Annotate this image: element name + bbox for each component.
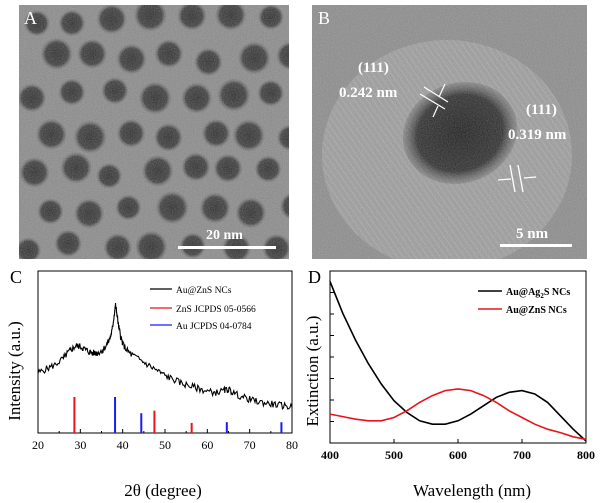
- scalebar-a: [178, 246, 276, 249]
- xrd-plot-frame: [37, 270, 293, 434]
- panel-label-a: A: [24, 8, 37, 28]
- fringe2-plane-label: (111): [526, 102, 557, 118]
- xrd-chart: C 20 30 40 50 60 70 80 Au@ZnS NCs ZnS JCPDS 05…: [5, 267, 298, 500]
- scalebar-b: [500, 244, 572, 247]
- tem-image-a: [19, 5, 289, 259]
- extinction-x-tick-label: 800: [577, 448, 595, 462]
- extinction-legend-label-1: Au@ZnS NCs: [506, 305, 567, 316]
- extinction-y-axis-label: Extinction (a.u.): [303, 316, 322, 427]
- xrd-x-tick-label: 40: [117, 438, 129, 452]
- extinction-x-tick-label: 600: [449, 448, 467, 462]
- tem-image-b: [312, 5, 587, 259]
- xrd-x-tick-label: 60: [201, 438, 213, 452]
- panel-label-d: D: [308, 267, 321, 287]
- xrd-legend-label-2: Au JCPDS 04-0784: [176, 322, 252, 332]
- scalebar-a-label: 20 nm: [206, 228, 243, 243]
- xrd-x-axis-label: 2θ (degree): [124, 481, 202, 500]
- extinction-x-tick-label: 700: [513, 448, 531, 462]
- tem-image-b-graphic: [312, 5, 587, 259]
- fringe1-spacing-label: 0.242 nm: [339, 85, 398, 101]
- extinction-x-ticks: 400 500 600 700 800: [321, 292, 595, 462]
- panel-label-c: C: [10, 267, 22, 287]
- xrd-legend-label-0: Au@ZnS NCs: [176, 286, 232, 296]
- xrd-x-tick-label: 70: [244, 438, 256, 452]
- fringe1-plane-label: (111): [358, 60, 389, 76]
- extinction-curve-au-zns: [329, 388, 587, 441]
- xrd-x-ticks: 20 30 40 50 60 70 80: [32, 429, 298, 452]
- xrd-x-tick-label: 30: [74, 438, 86, 452]
- extinction-chart: D 400 500 600 700 800 Au@Ag2S NCs Au@ZnS NCs…: [303, 267, 595, 500]
- xrd-y-axis-label: Intensity (a.u.): [5, 321, 24, 421]
- xrd-legend: Au@ZnS NCs ZnS JCPDS 05-0566 Au JCPDS 04…: [150, 286, 256, 332]
- xrd-x-tick-label: 80: [286, 438, 298, 452]
- xrd-curve-au-zns: [37, 302, 293, 411]
- xrd-legend-label-1: ZnS JCPDS 05-0566: [176, 305, 256, 315]
- xrd-x-tick-label: 50: [159, 438, 171, 452]
- tem-image-a-graphic: [19, 5, 289, 259]
- fringe2-spacing-label: 0.319 nm: [508, 127, 567, 143]
- xrd-x-tick-label: 20: [32, 438, 44, 452]
- extinction-legend-label-0: Au@Ag2S NCs: [506, 287, 570, 300]
- extinction-curve-au-ag2s: [329, 281, 587, 442]
- extinction-x-tick-label: 500: [385, 448, 403, 462]
- xrd-reference-lines: [73, 397, 283, 433]
- extinction-x-tick-label: 400: [321, 448, 339, 462]
- extinction-x-axis-label: Wavelength (nm): [413, 481, 531, 500]
- extinction-legend: Au@Ag2S NCs Au@ZnS NCs: [478, 287, 570, 316]
- scalebar-b-label: 5 nm: [516, 226, 549, 242]
- panel-label-b: B: [318, 8, 331, 28]
